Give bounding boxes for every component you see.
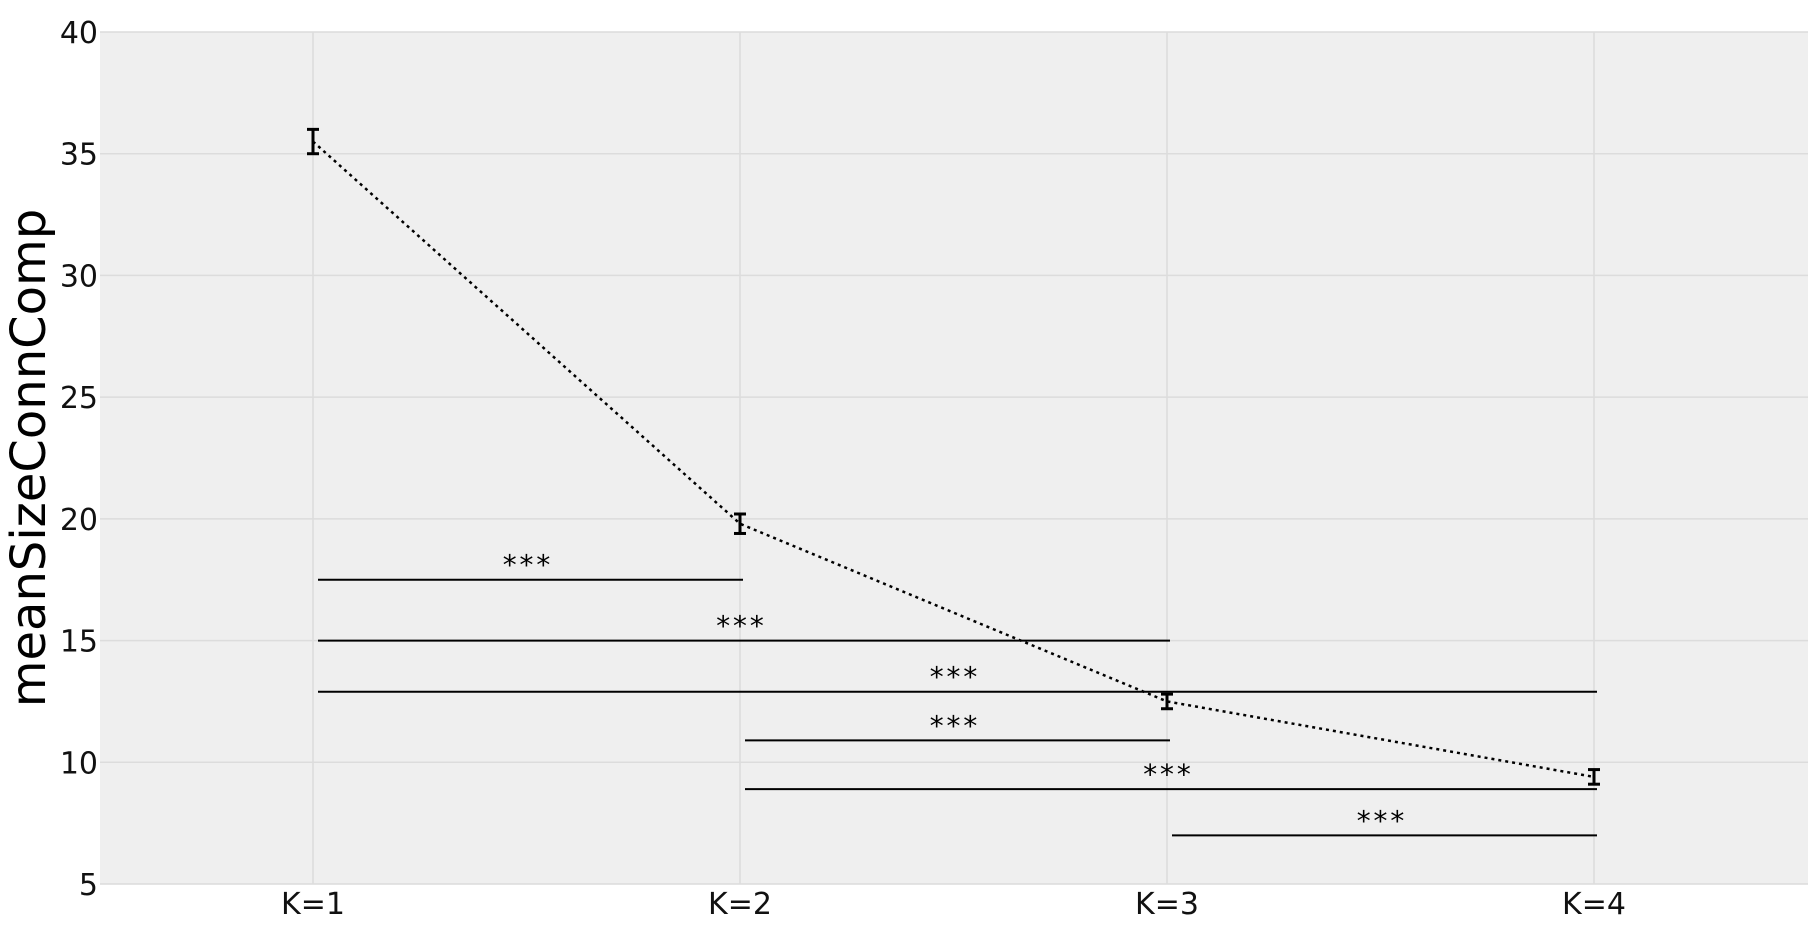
significance-label: *** (928, 709, 979, 742)
y-tick-label: 40 (60, 16, 98, 51)
y-tick-label: 25 (60, 381, 98, 416)
x-tick-label: K=2 (708, 887, 772, 922)
significance-label: *** (501, 549, 552, 582)
y-tick-label: 20 (60, 503, 98, 538)
series (307, 127, 1600, 786)
y-tick-label: 5 (79, 868, 98, 903)
x-tick-label: K=3 (1135, 887, 1199, 922)
x-tick-label: K=4 (1562, 887, 1626, 922)
y-tick-label: 10 (60, 746, 98, 781)
x-tick-label: K=1 (281, 887, 345, 922)
significance-label: *** (928, 661, 979, 694)
significance-label: *** (715, 610, 766, 643)
y-tick-label: 15 (60, 625, 98, 660)
x-axis-ticks: K=1 K=2 K=3 K=4 (281, 887, 1626, 922)
significance-label: *** (1355, 804, 1406, 837)
significance-brackets: *** *** *** *** *** *** (318, 549, 1597, 837)
y-axis-ticks: 5 10 15 20 25 30 35 40 (60, 16, 98, 903)
y-axis-label: meanSizeConnComp (1, 209, 57, 708)
plot-area (100, 32, 1808, 884)
y-tick-label: 35 (60, 138, 98, 173)
significance-label: *** (1142, 758, 1193, 791)
y-tick-label: 30 (60, 259, 98, 294)
